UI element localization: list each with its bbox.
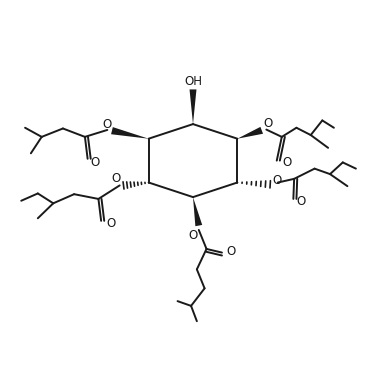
Text: O: O — [226, 245, 235, 258]
Polygon shape — [237, 127, 263, 139]
Text: O: O — [111, 172, 120, 185]
Text: OH: OH — [185, 75, 203, 88]
Text: O: O — [188, 228, 198, 242]
Polygon shape — [111, 127, 149, 139]
Text: O: O — [106, 217, 115, 230]
Text: O: O — [91, 156, 100, 169]
Text: O: O — [273, 174, 282, 187]
Polygon shape — [193, 197, 202, 226]
Text: O: O — [264, 117, 273, 130]
Text: O: O — [296, 195, 306, 208]
Text: O: O — [283, 156, 292, 169]
Polygon shape — [190, 89, 196, 124]
Text: O: O — [102, 118, 111, 131]
